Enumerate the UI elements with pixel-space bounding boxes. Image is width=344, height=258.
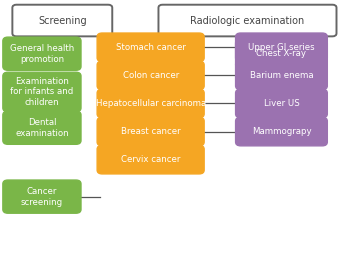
FancyBboxPatch shape — [3, 111, 81, 144]
Text: Hepatocellular carcinoma: Hepatocellular carcinoma — [96, 99, 206, 108]
FancyBboxPatch shape — [3, 180, 81, 213]
Text: Chest X-ray: Chest X-ray — [257, 49, 307, 58]
Text: Dental
examination: Dental examination — [15, 118, 69, 138]
Text: Upper GI series: Upper GI series — [248, 43, 315, 52]
Text: Breast cancer: Breast cancer — [121, 127, 181, 136]
FancyBboxPatch shape — [236, 117, 327, 146]
Text: Screening: Screening — [38, 15, 87, 26]
Text: Cancer
screening: Cancer screening — [21, 187, 63, 206]
FancyBboxPatch shape — [12, 5, 112, 36]
FancyBboxPatch shape — [236, 33, 327, 62]
FancyBboxPatch shape — [97, 145, 204, 174]
Text: General health
promotion: General health promotion — [10, 44, 74, 63]
Text: Examination
for infants and
children: Examination for infants and children — [10, 77, 74, 107]
FancyBboxPatch shape — [97, 33, 204, 62]
Text: Radiologic examination: Radiologic examination — [190, 15, 304, 26]
Text: Stomach cancer: Stomach cancer — [116, 43, 185, 52]
FancyBboxPatch shape — [97, 117, 204, 146]
Text: Cervix cancer: Cervix cancer — [121, 155, 180, 164]
Text: Colon cancer: Colon cancer — [122, 71, 179, 80]
Text: Barium enema: Barium enema — [250, 71, 313, 80]
FancyBboxPatch shape — [236, 89, 327, 118]
FancyBboxPatch shape — [97, 61, 204, 90]
FancyBboxPatch shape — [97, 89, 204, 118]
FancyBboxPatch shape — [236, 61, 327, 90]
Text: Liver US: Liver US — [264, 99, 299, 108]
FancyBboxPatch shape — [236, 39, 327, 68]
FancyBboxPatch shape — [3, 72, 81, 112]
FancyBboxPatch shape — [159, 5, 336, 36]
Text: Mammograpy: Mammograpy — [252, 127, 311, 136]
FancyBboxPatch shape — [3, 37, 81, 70]
